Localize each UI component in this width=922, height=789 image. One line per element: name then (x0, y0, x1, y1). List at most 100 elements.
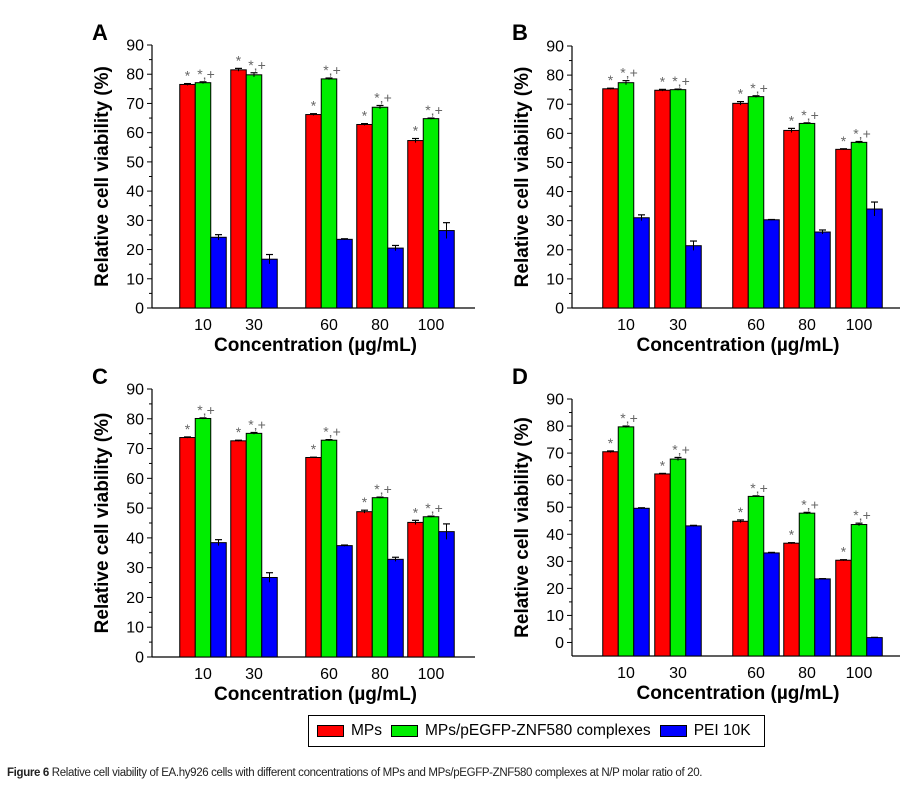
significance-marker: * (738, 504, 744, 520)
significance-marker: *,+ (248, 57, 266, 73)
significance-marker: *,+ (323, 424, 341, 440)
legend-swatch-pei (659, 725, 687, 737)
bar (320, 78, 338, 309)
y-tick-label: 60 (546, 126, 564, 143)
y-tick-label: 30 (546, 213, 564, 230)
bar (633, 507, 650, 657)
significance-marker: *,+ (374, 481, 392, 497)
bar (305, 456, 322, 658)
x-tick-label: 30 (245, 317, 263, 334)
y-tick-label: 50 (126, 501, 144, 518)
y-tick-label: 80 (546, 419, 564, 436)
x-tick-label: 100 (418, 317, 445, 334)
y-tick-label: 20 (126, 242, 144, 259)
y-tick-label: 90 (126, 38, 144, 55)
bar (179, 83, 196, 309)
y-tick-label: 60 (126, 471, 144, 488)
x-tick-label: 30 (669, 665, 687, 682)
caption-text: Relative cell viability of EA.hy926 cell… (51, 767, 703, 779)
bar (633, 217, 650, 309)
bar (617, 426, 635, 657)
bar (866, 208, 883, 309)
x-tick-label: 60 (320, 666, 338, 683)
x-tick-label: 100 (418, 666, 445, 683)
significance-marker: *,+ (672, 73, 690, 89)
x-axis-title: Concentration (µg/mL) (636, 683, 839, 704)
legend-item-pei: PEI 10K (659, 722, 751, 740)
bar (320, 439, 338, 658)
significance-marker: * (660, 73, 666, 89)
y-tick-label: 40 (546, 527, 564, 544)
bar (602, 451, 619, 657)
significance-marker: *,+ (374, 89, 392, 105)
significance-marker: *,+ (750, 480, 768, 496)
y-tick-label: 0 (135, 650, 144, 667)
bar (654, 89, 671, 309)
significance-marker: *,+ (425, 102, 443, 118)
x-axis-title: Concentration (µg/mL) (214, 684, 417, 705)
x-tick-label: 80 (371, 666, 389, 683)
bar (336, 545, 353, 658)
panel-c: C 0 10 20 30 40 50 60 70 80 90 Relative cell viabil… (92, 364, 475, 705)
significance-marker: * (789, 112, 795, 128)
legend-swatch-complexes (391, 725, 418, 737)
legend-item-complexes: MPs/pEGFP-ZNF580 complexes (391, 722, 651, 740)
bar (798, 122, 816, 309)
bar (336, 238, 353, 309)
bar (179, 437, 196, 658)
significance-marker: *,+ (197, 402, 215, 418)
x-tick-label: 30 (245, 666, 263, 683)
y-tick-label: 40 (546, 184, 564, 201)
bar (230, 69, 247, 309)
panel-d: D 0 10 20 30 40 50 60 70 80 90 Relative cell viabil… (512, 364, 900, 704)
significance-marker: * (311, 441, 317, 457)
y-tick-label: 80 (126, 67, 144, 84)
significance-marker: * (413, 504, 419, 520)
y-tick-label: 0 (555, 301, 564, 318)
significance-marker: * (236, 424, 242, 440)
legend-label-pei: PEI 10K (693, 722, 751, 739)
y-tick-label: 0 (555, 635, 564, 652)
y-tick-label: 50 (546, 500, 564, 517)
panel-a: A 0 10 20 30 40 50 60 70 80 90 Relative cell viabil… (92, 20, 475, 356)
y-tick-label: 30 (126, 213, 144, 230)
y-axis-title: Relative cell viability (%) (92, 413, 113, 634)
significance-marker: *,+ (801, 107, 819, 123)
y-tick-label: 70 (546, 97, 564, 114)
y-tick-label: 70 (126, 96, 144, 113)
x-tick-label: 10 (194, 666, 212, 683)
bar (438, 230, 455, 309)
significance-marker: *,+ (248, 416, 266, 432)
y-axis-title: Relative cell viability (%) (512, 417, 533, 638)
bar (763, 219, 780, 309)
y-tick-label: 50 (126, 154, 144, 171)
y-tick-label: 10 (546, 608, 564, 625)
significance-marker: *,+ (197, 66, 215, 82)
y-tick-label: 80 (126, 411, 144, 428)
y-axis-title: Relative cell viability (%) (92, 66, 113, 287)
figure-caption: Figure 6 Relative cell viability of EA.h… (7, 767, 702, 779)
bar (210, 236, 227, 309)
bar (850, 524, 868, 657)
significance-marker: * (789, 527, 795, 543)
x-tick-label: 60 (747, 317, 765, 334)
y-tick-label: 10 (126, 271, 144, 288)
significance-marker: *,+ (853, 507, 871, 523)
bar (230, 440, 247, 658)
significance-marker: * (413, 123, 419, 139)
panel-letter: B (512, 20, 528, 45)
significance-marker: *,+ (853, 125, 871, 141)
y-tick-label: 20 (546, 242, 564, 259)
bar (356, 123, 373, 309)
bar (371, 497, 389, 658)
significance-marker: * (660, 457, 666, 473)
bar (407, 521, 424, 658)
bar (245, 432, 263, 658)
bar (669, 458, 687, 657)
bar (305, 114, 322, 309)
x-tick-label: 30 (669, 317, 687, 334)
y-axis-title: Relative cell viability (%) (512, 67, 533, 288)
significance-marker: * (608, 72, 614, 88)
bar (732, 520, 749, 657)
